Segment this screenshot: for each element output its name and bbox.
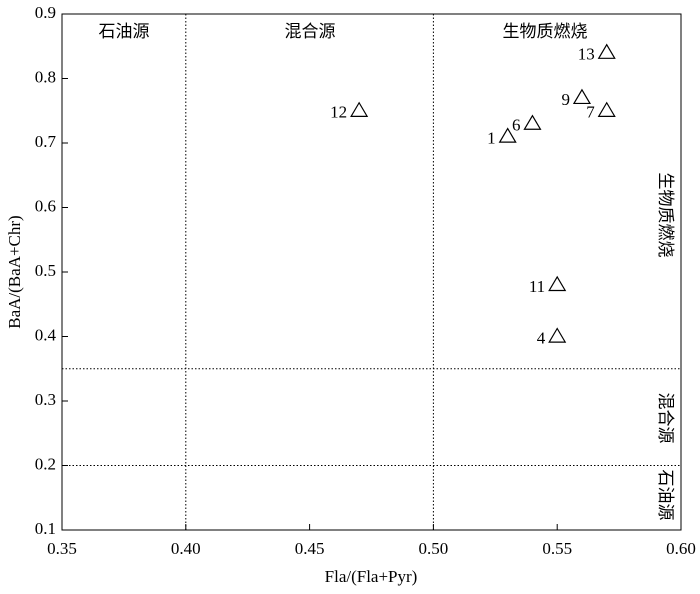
x-axis-title: Fla/(Fla+Pyr) <box>325 567 418 586</box>
plot-frame <box>61 13 682 531</box>
point <box>597 43 616 59</box>
point-label: 9 <box>561 90 570 109</box>
point <box>498 127 517 143</box>
point <box>350 101 369 117</box>
x-tick-label: 0.45 <box>295 539 325 558</box>
y-tick-label: 0.6 <box>35 196 56 215</box>
x-tick-label: 0.40 <box>171 539 201 558</box>
y-tick-label: 0.1 <box>35 519 56 538</box>
point-label: 1 <box>487 128 496 147</box>
region-label: 石油源 <box>655 470 675 521</box>
region-label: 混合源 <box>285 22 336 42</box>
point <box>548 327 567 343</box>
point <box>548 275 567 292</box>
x-tick-label: 0.50 <box>419 539 449 558</box>
region-label: 生物质燃烧 <box>655 173 675 258</box>
y-tick-label: 0.5 <box>35 261 56 280</box>
y-axis-title: BaA/(BaA+Chr) <box>5 215 24 328</box>
y-tick-label: 0.2 <box>35 454 56 473</box>
x-tick-label: 0.35 <box>47 539 77 558</box>
region-label: 石油源 <box>99 22 150 42</box>
y-tick-label: 0.3 <box>35 390 56 409</box>
point <box>523 114 542 130</box>
point <box>572 88 592 105</box>
point-label: 4 <box>537 328 546 347</box>
y-tick-label: 0.8 <box>35 67 56 86</box>
point-label: 6 <box>512 116 521 135</box>
region-label: 混合源 <box>655 393 675 444</box>
point-label: 12 <box>330 103 347 122</box>
y-tick-label: 0.4 <box>35 325 57 344</box>
x-tick-label: 0.55 <box>542 539 572 558</box>
point-label: 13 <box>578 45 595 64</box>
point-label: 7 <box>586 103 595 122</box>
region-label: 生物质燃烧 <box>503 22 588 42</box>
y-tick-label: 0.7 <box>35 132 57 151</box>
point-label: 11 <box>529 277 545 296</box>
y-tick-label: 0.9 <box>35 3 56 22</box>
x-tick-label: 0.60 <box>666 539 696 558</box>
point <box>597 101 616 117</box>
